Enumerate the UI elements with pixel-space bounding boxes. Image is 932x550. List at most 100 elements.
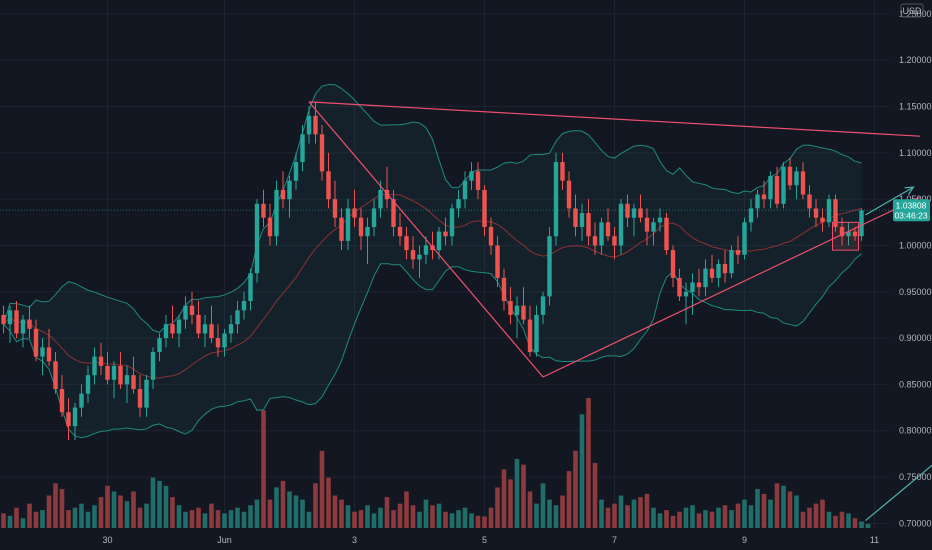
- candle-body: [579, 213, 585, 227]
- candle: [137, 375, 143, 417]
- candle-body: [820, 217, 825, 223]
- candle-body: [170, 324, 175, 334]
- candle-body: [358, 217, 364, 237]
- candle-body: [781, 166, 786, 204]
- volume-bar: [332, 495, 338, 528]
- candle: [371, 199, 377, 237]
- candle: [306, 106, 312, 144]
- candle-body: [183, 305, 188, 320]
- volume-bar: [644, 493, 650, 528]
- volume-bar: [547, 499, 552, 528]
- candle: [365, 217, 370, 264]
- drawings[interactable]: [0, 101, 932, 522]
- candle: [709, 254, 715, 283]
- candle: [46, 328, 52, 366]
- candle-body: [586, 213, 591, 237]
- candle-body: [72, 407, 78, 427]
- volume-bar: [235, 507, 240, 528]
- candle-body: [540, 296, 546, 315]
- candle: [781, 162, 786, 209]
- candle-body: [248, 273, 253, 302]
- volume-bar: [404, 491, 409, 528]
- candle-body: [79, 393, 84, 408]
- candle-body: [404, 236, 409, 251]
- candle-body: [293, 162, 299, 181]
- candle-body: [768, 176, 773, 200]
- volume-bar: [46, 495, 52, 528]
- candle: [514, 296, 520, 339]
- volume-bar: [137, 507, 143, 528]
- volume-bar: [358, 510, 364, 528]
- candle: [144, 375, 149, 417]
- candle-body: [352, 208, 357, 218]
- candle-body: [92, 356, 97, 376]
- candle: [657, 208, 663, 232]
- arrow-head: [904, 186, 915, 195]
- candle: [222, 328, 227, 357]
- candle-body: [339, 217, 344, 241]
- candle: [553, 152, 559, 246]
- candle: [391, 189, 396, 237]
- candle-body: [462, 180, 468, 200]
- volume-bar: [618, 495, 624, 528]
- volume-bar: [345, 505, 351, 528]
- volume-bar: [241, 511, 247, 528]
- candle-body: [612, 236, 617, 246]
- candle: [423, 236, 429, 264]
- volume-bar: [85, 511, 91, 528]
- candle-body: [189, 305, 195, 315]
- candle: [384, 166, 390, 209]
- candle-body: [33, 328, 39, 357]
- triangle-trendline: [308, 101, 921, 137]
- volume-bar: [20, 518, 26, 528]
- y-tick-label: 1.10000: [899, 148, 932, 158]
- y-tick-label: 1.20000: [899, 55, 932, 65]
- volume-bar: [7, 515, 13, 528]
- candle: [319, 125, 325, 181]
- time-axis[interactable]: 30Jun35791112:0014161812:0021: [102, 535, 932, 545]
- candle-body: [527, 319, 533, 352]
- candle-body: [807, 194, 812, 209]
- candle: [176, 314, 182, 348]
- triangle-trendline: [542, 196, 921, 378]
- volume-bar: [14, 507, 19, 528]
- candle: [267, 203, 273, 246]
- candle: [79, 384, 84, 417]
- volume-bar: [287, 491, 292, 528]
- volume-bar: [839, 511, 845, 528]
- volume-bar: [40, 510, 45, 528]
- candle-body: [131, 375, 136, 390]
- price-axis[interactable]: 0.70000 0.75000 0.80000 0.85000 0.90000 0.950…: [899, 9, 932, 528]
- volume-bar: [430, 505, 435, 528]
- candle: [794, 166, 799, 200]
- volume-bar: [690, 505, 695, 528]
- candle: [131, 356, 136, 394]
- candle-body: [794, 171, 799, 186]
- candle-body: [826, 199, 832, 223]
- candle-body: [137, 389, 143, 408]
- volume-bar: [800, 511, 806, 528]
- currency-badge[interactable]: USD: [900, 3, 924, 18]
- volume-bar: [631, 499, 637, 528]
- candle-body: [306, 115, 312, 135]
- candle: [755, 189, 760, 218]
- volume-bar: [378, 507, 383, 528]
- volume-bar: [521, 464, 526, 528]
- y-tick-label: 0.70000: [899, 518, 932, 528]
- volume-bar: [254, 499, 260, 528]
- candle: [670, 245, 676, 288]
- candle: [105, 352, 110, 385]
- candle: [703, 259, 708, 297]
- breakout-arrow-volume: [865, 464, 932, 522]
- volume-bar: [807, 507, 812, 528]
- candle: [722, 250, 728, 283]
- volume-bar: [495, 487, 500, 528]
- candle-body: [566, 180, 572, 209]
- candle: [690, 273, 695, 315]
- candle: [358, 208, 364, 251]
- volume-bar: [865, 523, 871, 528]
- candle-body: [105, 365, 110, 380]
- y-tick-label: 0.80000: [899, 426, 932, 436]
- candle: [625, 194, 630, 227]
